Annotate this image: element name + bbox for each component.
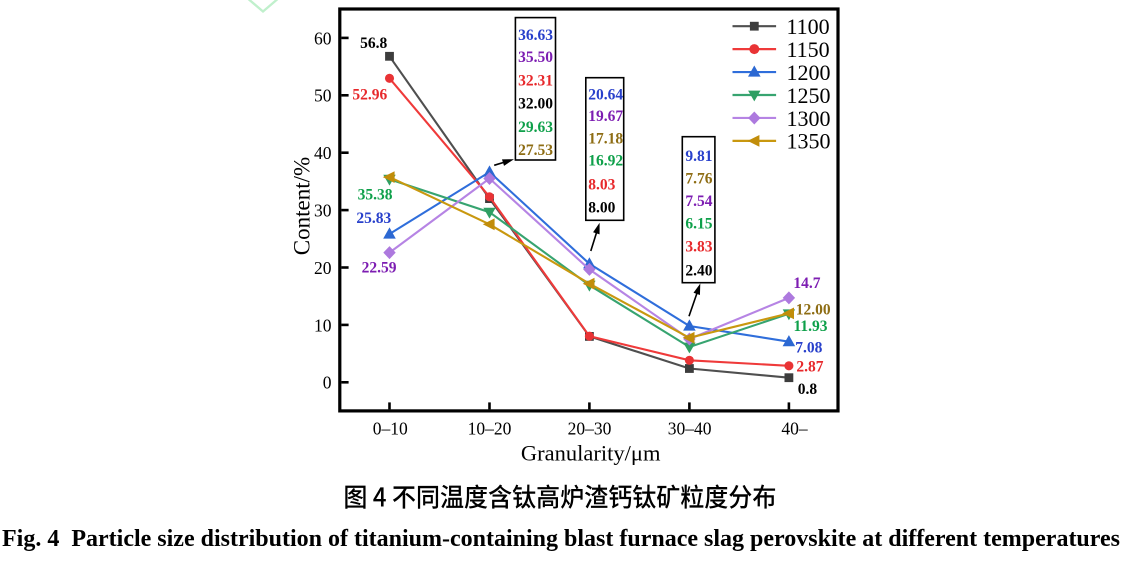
svg-text:40–: 40– <box>781 419 808 439</box>
svg-text:1250: 1250 <box>787 83 831 108</box>
svg-text:30: 30 <box>314 201 332 221</box>
svg-text:56.8: 56.8 <box>360 35 387 52</box>
svg-text:14.7: 14.7 <box>793 275 820 292</box>
svg-text:Granularity/μm: Granularity/μm <box>521 441 661 466</box>
svg-text:36.63: 36.63 <box>518 27 553 44</box>
svg-text:7.08: 7.08 <box>795 340 822 357</box>
svg-text:29.63: 29.63 <box>518 119 553 136</box>
svg-text:10–20: 10–20 <box>468 419 512 439</box>
svg-text:30–40: 30–40 <box>668 419 712 439</box>
svg-text:2.87: 2.87 <box>796 358 823 375</box>
svg-text:7.76: 7.76 <box>685 171 712 188</box>
svg-text:27.53: 27.53 <box>518 142 553 159</box>
svg-text:1200: 1200 <box>787 60 831 85</box>
svg-text:8.03: 8.03 <box>588 176 615 193</box>
svg-text:32.00: 32.00 <box>518 95 553 112</box>
svg-text:19.67: 19.67 <box>588 108 623 125</box>
svg-text:32.31: 32.31 <box>518 72 553 89</box>
svg-text:9.81: 9.81 <box>685 148 712 165</box>
svg-text:0–10: 0–10 <box>373 419 408 439</box>
svg-text:40: 40 <box>314 143 332 163</box>
svg-text:10: 10 <box>314 315 332 335</box>
svg-text:1350: 1350 <box>787 129 831 154</box>
svg-text:0.8: 0.8 <box>798 381 818 398</box>
svg-text:35.38: 35.38 <box>358 186 393 203</box>
svg-text:20–30: 20–30 <box>568 419 612 439</box>
svg-text:1300: 1300 <box>787 106 831 131</box>
svg-text:Fig. 4 Particle size distribu: Fig. 4 Particle size distribution of tit… <box>2 526 1120 552</box>
svg-text:16.92: 16.92 <box>588 153 623 170</box>
svg-text:50: 50 <box>314 86 332 106</box>
svg-text:12.00: 12.00 <box>796 301 831 318</box>
svg-text:6.15: 6.15 <box>685 216 712 233</box>
svg-text:Content/%: Content/% <box>290 157 315 255</box>
svg-text:1100: 1100 <box>787 14 830 39</box>
svg-text:20: 20 <box>314 258 332 278</box>
svg-text:52.96: 52.96 <box>352 87 387 104</box>
svg-text:25.83: 25.83 <box>356 210 391 227</box>
svg-text:35.50: 35.50 <box>518 49 553 66</box>
svg-text:17.18: 17.18 <box>588 130 623 147</box>
svg-text:22.59: 22.59 <box>362 259 397 276</box>
svg-text:60: 60 <box>314 28 332 48</box>
svg-text:11.93: 11.93 <box>794 318 828 335</box>
svg-text:0: 0 <box>323 373 332 393</box>
svg-text:20.64: 20.64 <box>588 86 623 103</box>
svg-text:7.54: 7.54 <box>685 193 712 210</box>
svg-text:8.00: 8.00 <box>588 200 615 217</box>
svg-text:3.83: 3.83 <box>685 239 712 256</box>
svg-text:1150: 1150 <box>787 37 830 62</box>
svg-text:2.40: 2.40 <box>685 262 712 279</box>
